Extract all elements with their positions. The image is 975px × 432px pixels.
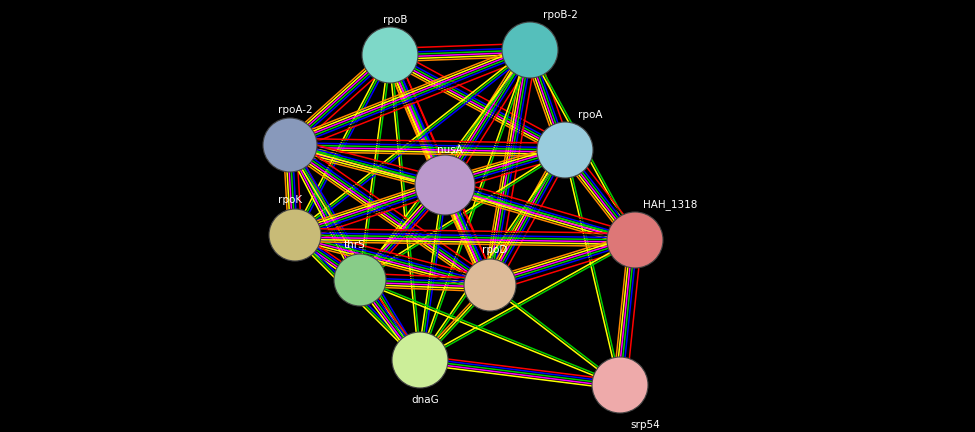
Text: nusA: nusA bbox=[437, 145, 463, 155]
Text: dnaG: dnaG bbox=[411, 395, 439, 405]
Circle shape bbox=[592, 357, 648, 413]
Text: rpoB-2: rpoB-2 bbox=[542, 10, 577, 20]
Circle shape bbox=[334, 254, 386, 306]
Text: rpoB: rpoB bbox=[383, 15, 408, 25]
Text: rpoA-2: rpoA-2 bbox=[278, 105, 312, 115]
Text: HAH_1318: HAH_1318 bbox=[643, 200, 697, 210]
Text: rpoA: rpoA bbox=[578, 110, 603, 120]
Circle shape bbox=[362, 27, 418, 83]
Circle shape bbox=[269, 209, 321, 261]
Circle shape bbox=[464, 259, 516, 311]
Text: thrS: thrS bbox=[344, 240, 366, 250]
Text: srp54: srp54 bbox=[630, 420, 660, 430]
Circle shape bbox=[537, 122, 593, 178]
Circle shape bbox=[415, 155, 475, 215]
Circle shape bbox=[607, 212, 663, 268]
Text: rpoD: rpoD bbox=[483, 245, 508, 255]
Text: rpoK: rpoK bbox=[278, 195, 302, 205]
Circle shape bbox=[263, 118, 317, 172]
Circle shape bbox=[502, 22, 558, 78]
Circle shape bbox=[392, 332, 448, 388]
